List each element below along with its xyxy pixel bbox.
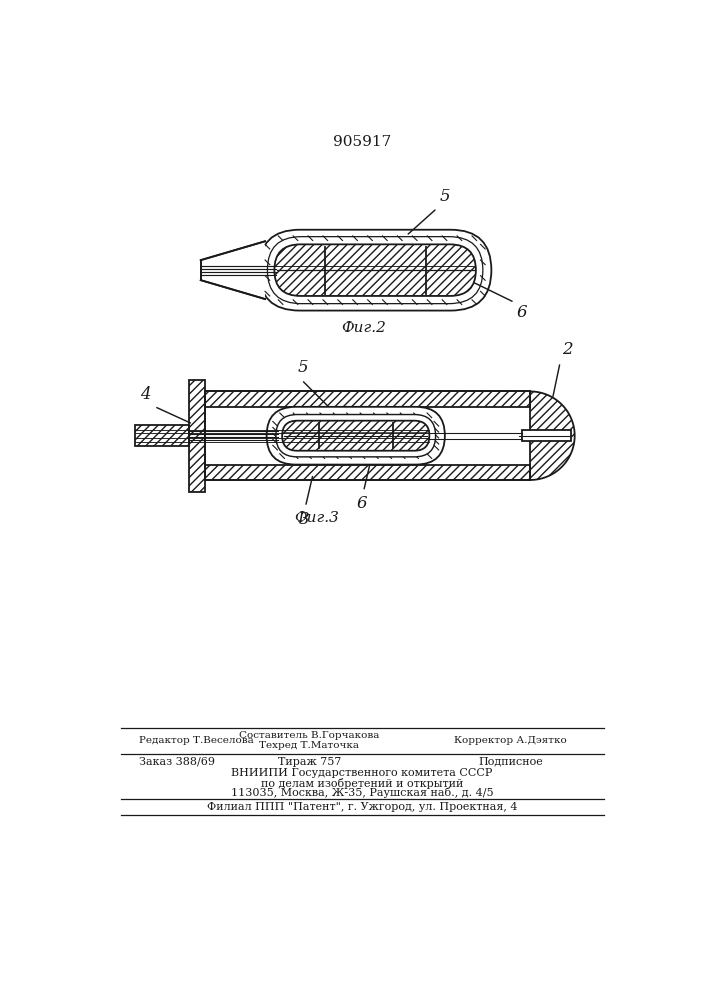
Text: 2: 2	[561, 341, 573, 358]
Bar	[204, 391, 530, 480]
Polygon shape	[201, 241, 265, 299]
FancyBboxPatch shape	[267, 237, 483, 304]
Polygon shape	[530, 391, 575, 480]
Bar	[135, 425, 189, 446]
Text: Тираж 757: Тираж 757	[278, 757, 341, 767]
Text: Подписное: Подписное	[479, 757, 543, 767]
Text: Филиал ППП "Патент", г. Ужгород, ул. Проектная, 4: Филиал ППП "Патент", г. Ужгород, ул. Про…	[206, 802, 518, 812]
FancyBboxPatch shape	[259, 230, 491, 311]
Bar	[522, 430, 571, 441]
Text: Фиг.3: Фиг.3	[295, 511, 339, 525]
Text: Корректор А.Дэятко: Корректор А.Дэятко	[455, 736, 567, 745]
Text: Фиг.2: Фиг.2	[341, 321, 386, 335]
Text: по делам изобретений и открытий: по делам изобретений и открытий	[261, 778, 463, 789]
Text: ВНИИПИ Государственного комитета СССР: ВНИИПИ Государственного комитета СССР	[231, 768, 493, 778]
Text: 6: 6	[516, 304, 527, 321]
Text: Составитель В.Горчакова: Составитель В.Горчакова	[239, 731, 380, 740]
Bar	[204, 465, 530, 480]
Text: 905917: 905917	[333, 135, 391, 149]
Text: Техред Т.Маточка: Техред Т.Маточка	[259, 741, 359, 750]
FancyBboxPatch shape	[276, 415, 436, 457]
Bar	[189, 380, 204, 492]
Text: Редактор Т.Веселова: Редактор Т.Веселова	[139, 736, 254, 745]
Text: 113035, Москва, Ж-35, Раушская наб., д. 4/5: 113035, Москва, Ж-35, Раушская наб., д. …	[230, 787, 493, 798]
Text: 5: 5	[298, 359, 308, 376]
Bar	[204, 465, 530, 480]
Bar	[135, 425, 189, 446]
Text: Заказ 388/69: Заказ 388/69	[139, 757, 215, 767]
Text: 3: 3	[298, 511, 309, 528]
Bar	[204, 391, 530, 407]
Text: 5: 5	[440, 188, 450, 205]
Text: 6: 6	[356, 495, 367, 512]
Bar	[204, 391, 530, 407]
FancyBboxPatch shape	[267, 407, 445, 465]
Bar	[189, 380, 204, 492]
Text: 4: 4	[140, 386, 151, 403]
